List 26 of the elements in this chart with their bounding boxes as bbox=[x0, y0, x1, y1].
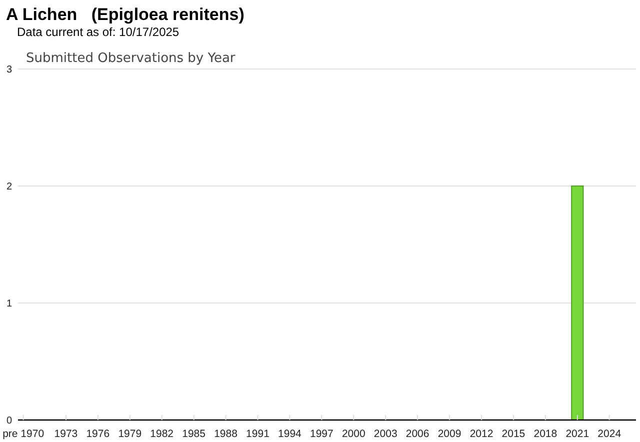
y-tick-label: 0 bbox=[6, 416, 12, 426]
x-tick-label: 2000 bbox=[342, 428, 366, 440]
chart-subtitle: Data current as of: 10/17/2025 bbox=[17, 25, 180, 39]
y-tick-label: 1 bbox=[6, 298, 12, 310]
x-tick-label: 2024 bbox=[598, 428, 622, 440]
x-tick-label: 2021 bbox=[566, 428, 590, 440]
y-tick-label: 3 bbox=[6, 64, 12, 76]
x-tick-label: 2015 bbox=[502, 428, 526, 440]
x-tick-label: 2012 bbox=[470, 428, 494, 440]
x-tick-label: 1982 bbox=[150, 428, 174, 440]
x-tick-label: pre 1970 bbox=[2, 428, 44, 440]
y-tick-label: 2 bbox=[6, 182, 12, 192]
x-tick-label: 2006 bbox=[406, 428, 430, 440]
x-tick-label: 1997 bbox=[310, 428, 334, 440]
x-tick-label: 1976 bbox=[86, 428, 110, 440]
x-tick-label: 1979 bbox=[118, 428, 142, 440]
chart-title: A Lichen (Epigloea renitens) bbox=[6, 5, 244, 24]
x-tick-label: 2018 bbox=[534, 428, 558, 440]
text: Submitted Observations by Year bbox=[26, 51, 236, 66]
x-tick-label: 2003 bbox=[374, 428, 398, 440]
x-tick-label: 1988 bbox=[214, 428, 238, 440]
x-tick-label: 1991 bbox=[246, 428, 270, 440]
x-tick-label: 1994 bbox=[278, 428, 302, 440]
x-tick-label: 2009 bbox=[438, 428, 462, 440]
x-tick-label: 1973 bbox=[54, 428, 78, 440]
x-tick-label: 1985 bbox=[182, 428, 206, 440]
